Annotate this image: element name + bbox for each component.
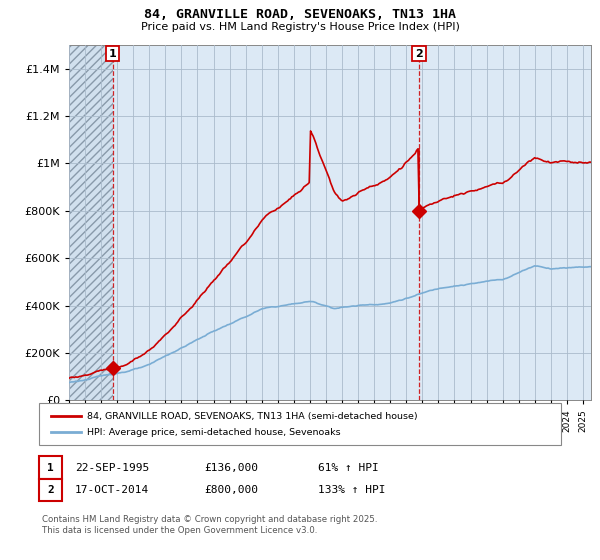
Text: 17-OCT-2014: 17-OCT-2014 <box>75 485 149 495</box>
Text: Contains HM Land Registry data © Crown copyright and database right 2025.
This d: Contains HM Land Registry data © Crown c… <box>42 515 377 535</box>
Text: Price paid vs. HM Land Registry's House Price Index (HPI): Price paid vs. HM Land Registry's House … <box>140 22 460 32</box>
Text: £800,000: £800,000 <box>204 485 258 495</box>
Text: 1: 1 <box>109 49 116 59</box>
Bar <box>69 45 113 400</box>
Text: 133% ↑ HPI: 133% ↑ HPI <box>318 485 386 495</box>
Bar <box>69 45 113 400</box>
Text: 61% ↑ HPI: 61% ↑ HPI <box>318 463 379 473</box>
Text: 84, GRANVILLE ROAD, SEVENOAKS, TN13 1HA (semi-detached house): 84, GRANVILLE ROAD, SEVENOAKS, TN13 1HA … <box>87 412 418 421</box>
Text: 1: 1 <box>47 463 54 473</box>
Text: 2: 2 <box>47 485 54 495</box>
Text: 22-SEP-1995: 22-SEP-1995 <box>75 463 149 473</box>
Text: 84, GRANVILLE ROAD, SEVENOAKS, TN13 1HA: 84, GRANVILLE ROAD, SEVENOAKS, TN13 1HA <box>144 8 456 21</box>
Text: 2: 2 <box>415 49 423 59</box>
Text: £136,000: £136,000 <box>204 463 258 473</box>
Text: HPI: Average price, semi-detached house, Sevenoaks: HPI: Average price, semi-detached house,… <box>87 428 341 437</box>
